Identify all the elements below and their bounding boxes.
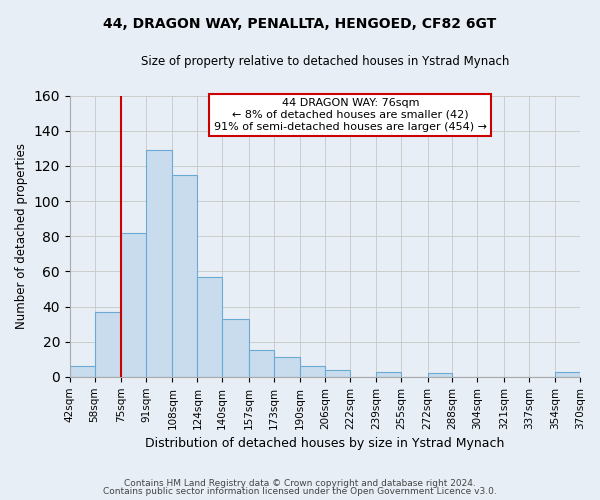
Text: Contains public sector information licensed under the Open Government Licence v3: Contains public sector information licen… (103, 487, 497, 496)
Y-axis label: Number of detached properties: Number of detached properties (15, 143, 28, 329)
Bar (248, 350, 274, 377)
Bar (70, 366, 95, 377)
Bar (325, 370, 350, 377)
Title: Size of property relative to detached houses in Ystrad Mynach: Size of property relative to detached ho… (141, 55, 509, 68)
Bar (300, 366, 325, 377)
Bar (428, 374, 452, 377)
Bar (172, 174, 197, 377)
Text: Contains HM Land Registry data © Crown copyright and database right 2024.: Contains HM Land Registry data © Crown c… (124, 478, 476, 488)
Text: 44 DRAGON WAY: 76sqm
← 8% of detached houses are smaller (42)
91% of semi-detach: 44 DRAGON WAY: 76sqm ← 8% of detached ho… (214, 98, 487, 132)
Bar (95, 312, 121, 377)
Bar (146, 150, 172, 377)
Bar (222, 319, 248, 377)
Bar (197, 276, 222, 377)
Bar (274, 358, 300, 377)
Bar (555, 372, 580, 377)
Bar (121, 232, 146, 377)
Bar (376, 372, 401, 377)
Text: 44, DRAGON WAY, PENALLTA, HENGOED, CF82 6GT: 44, DRAGON WAY, PENALLTA, HENGOED, CF82 … (103, 18, 497, 32)
X-axis label: Distribution of detached houses by size in Ystrad Mynach: Distribution of detached houses by size … (145, 437, 505, 450)
